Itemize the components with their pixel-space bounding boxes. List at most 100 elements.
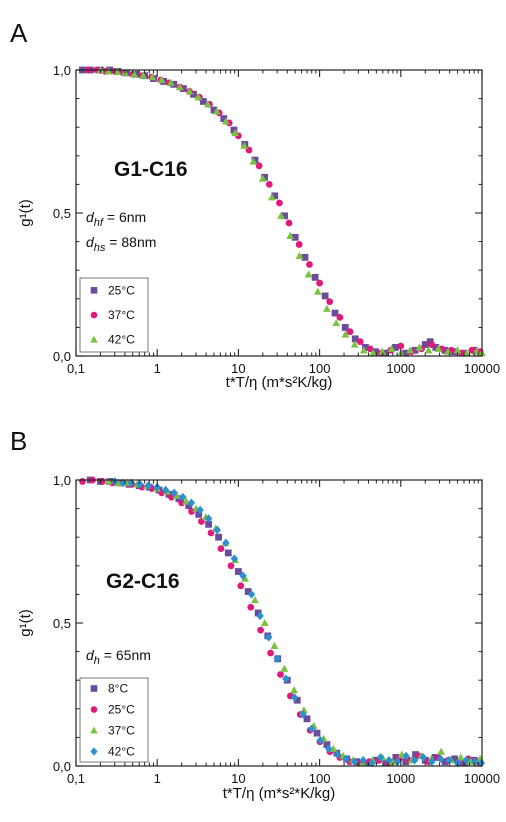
- data-point: [285, 219, 293, 227]
- data-point: [217, 545, 225, 553]
- data-point: [331, 309, 339, 317]
- data-point: [215, 533, 222, 541]
- data-point: [79, 478, 86, 485]
- data-point: [277, 671, 284, 678]
- data-point: [185, 502, 193, 510]
- data-point: [212, 107, 221, 115]
- legend-marker: [90, 747, 98, 756]
- x-axis-label: t*T/η (m*s²K/kg): [226, 374, 333, 391]
- data-point: [346, 328, 354, 336]
- data-point: [148, 73, 157, 81]
- data-point: [350, 340, 359, 348]
- data-point: [432, 344, 440, 351]
- data-point: [130, 70, 139, 78]
- legend-marker: [90, 311, 98, 319]
- param-subscript: hf: [94, 217, 104, 229]
- data-point: [227, 562, 235, 570]
- data-point: [415, 343, 424, 351]
- data-point: [210, 106, 218, 114]
- data-point: [261, 173, 268, 181]
- param-subscript: h: [94, 655, 100, 667]
- x-tick-label: 100: [309, 771, 331, 786]
- data-point: [350, 757, 359, 766]
- panel-letter: B: [10, 426, 27, 456]
- data-point: [98, 478, 106, 485]
- data-point: [451, 755, 459, 763]
- legend-box: [79, 677, 149, 763]
- legend-marker: [90, 726, 98, 734]
- data-point: [313, 729, 321, 737]
- data-point: [247, 603, 255, 611]
- data-point: [366, 345, 374, 353]
- data-point: [290, 686, 298, 694]
- data-point: [313, 287, 322, 295]
- data-point: [104, 67, 113, 75]
- data-point: [322, 304, 331, 312]
- data-point: [471, 757, 479, 766]
- data-point: [411, 346, 419, 354]
- data-point: [301, 253, 309, 261]
- y-tick-label: 0,5: [53, 616, 71, 631]
- data-point: [461, 759, 468, 767]
- y-tick-label: 0,0: [53, 759, 71, 774]
- data-point: [281, 212, 288, 220]
- data-point: [385, 756, 393, 765]
- data-point: [431, 754, 439, 761]
- legend: 8°C 25°C 37°C 42°C: [79, 677, 149, 763]
- y-axis-label: g¹(t): [17, 199, 34, 227]
- data-point: [378, 347, 387, 355]
- data-point: [157, 75, 166, 84]
- param-value: = 65nm: [100, 647, 151, 663]
- data-point: [412, 751, 419, 758]
- data-point: [224, 549, 232, 557]
- data-point: [161, 485, 170, 495]
- data-point: [240, 141, 249, 149]
- data-markers: [79, 65, 486, 357]
- series-2: [104, 477, 485, 767]
- data-point: [410, 756, 419, 765]
- data-point: [139, 71, 147, 79]
- data-point: [359, 346, 368, 354]
- legend-label: 25°C: [108, 703, 135, 717]
- y-tick-label: 0,0: [53, 349, 71, 364]
- y-tick-label: 0,5: [53, 206, 71, 221]
- data-point: [295, 241, 303, 248]
- data-point: [251, 596, 259, 604]
- data-point: [221, 117, 230, 125]
- data-point: [280, 664, 289, 672]
- data-point: [392, 754, 400, 761]
- legend-label: 37°C: [108, 724, 135, 738]
- data-point: [264, 633, 273, 642]
- data-point: [316, 736, 325, 745]
- data-point: [291, 233, 299, 241]
- data-point: [434, 344, 443, 352]
- data-point: [299, 710, 307, 719]
- param-annotation: dh = 65nm: [86, 647, 151, 667]
- data-point: [351, 335, 359, 343]
- data-point: [341, 324, 349, 331]
- data-point: [204, 514, 213, 523]
- x-tick-label: 10000: [464, 771, 500, 786]
- data-point: [203, 100, 212, 108]
- x-axis-label: t*T/η (m*s²*K/kg): [223, 785, 336, 802]
- x-tick-label: 1: [154, 361, 161, 376]
- data-point: [307, 724, 316, 734]
- data-point: [341, 330, 350, 338]
- data-point: [265, 181, 273, 188]
- data-point: [260, 618, 269, 627]
- data-point: [329, 744, 338, 752]
- series-2: [96, 65, 486, 357]
- legend-label: 42°C: [108, 745, 135, 759]
- panel-letter: A: [10, 18, 28, 48]
- legend-label: 8°C: [108, 682, 128, 696]
- param-subscript: hs: [94, 242, 106, 254]
- param-annotation: dhs = 88nm: [86, 234, 156, 254]
- y-axis: 0,0 0,5 1,0: [53, 63, 482, 364]
- data-point: [114, 478, 123, 486]
- data-point: [382, 349, 390, 357]
- data-point: [230, 554, 239, 563]
- legend-label: 25°C: [108, 283, 135, 297]
- legend-label: 37°C: [108, 308, 135, 322]
- data-point: [286, 231, 295, 239]
